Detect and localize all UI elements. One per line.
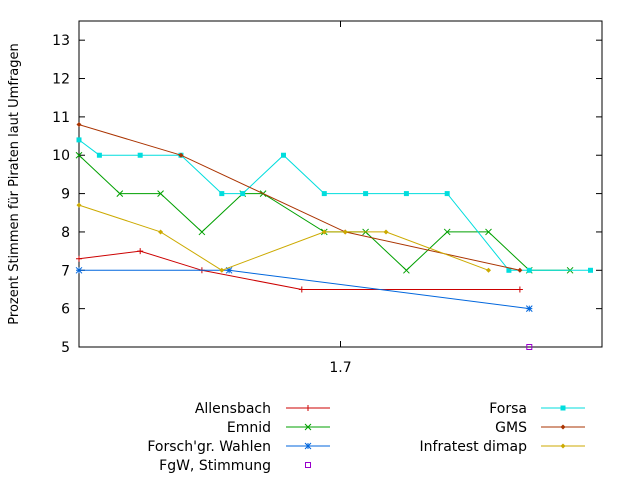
diamond-marker xyxy=(517,267,523,273)
diamond-marker xyxy=(486,267,492,273)
filled-box-marker xyxy=(506,267,512,273)
plus-marker xyxy=(305,405,311,411)
filled-box-marker xyxy=(76,137,82,143)
legend-label: Allensbach xyxy=(195,401,271,417)
series-line xyxy=(78,204,489,271)
filled-box-marker xyxy=(363,191,369,197)
x-tick-label: 1.7 xyxy=(329,360,351,376)
plus-marker xyxy=(516,286,523,293)
plus-marker xyxy=(76,255,82,262)
x-marker xyxy=(116,190,124,197)
box-marker xyxy=(526,344,533,350)
legend-label: Infratest dimap xyxy=(420,439,528,455)
plus-marker xyxy=(298,286,305,293)
diamond-marker xyxy=(76,202,82,208)
box-marker xyxy=(305,462,311,468)
series-layer xyxy=(75,122,593,350)
series-3 xyxy=(75,266,533,313)
filled-box-marker xyxy=(280,152,286,158)
diamond-marker xyxy=(383,229,389,235)
filled-box-marker xyxy=(219,191,225,197)
x-marker xyxy=(403,266,410,274)
diamond-marker xyxy=(178,152,184,158)
filled-box-marker xyxy=(403,191,409,197)
star-marker xyxy=(525,305,533,313)
legend-item: FgW, Stimmung xyxy=(159,458,311,474)
x-marker xyxy=(198,228,206,236)
diamond-marker xyxy=(560,424,566,430)
x-marker xyxy=(75,151,83,159)
series-line xyxy=(78,154,571,271)
y-axis-label: Prozent Stimmen für Piraten laut Umfrage… xyxy=(7,43,22,324)
filled-box-marker xyxy=(444,191,450,197)
series-line xyxy=(78,124,521,271)
legend-label: FgW, Stimmung xyxy=(159,458,271,474)
legend-label: GMS xyxy=(495,420,527,436)
y-tick-label: 9 xyxy=(61,187,70,203)
diamond-marker xyxy=(560,443,566,449)
series-7 xyxy=(76,202,492,273)
legend-item: Forsch'gr. Wahlen xyxy=(147,439,330,455)
y-tick-label: 13 xyxy=(52,33,70,49)
diamond-marker xyxy=(321,229,327,235)
legend-label: Forsch'gr. Wahlen xyxy=(147,439,271,455)
x-marker xyxy=(157,190,164,197)
y-tick-label: 10 xyxy=(52,148,70,164)
x-marker xyxy=(443,228,451,236)
plot-frame xyxy=(78,20,603,348)
legend-item: Infratest dimap xyxy=(420,439,585,455)
y-tick-label: 5 xyxy=(61,340,70,356)
x-marker xyxy=(304,423,312,431)
series-6 xyxy=(76,122,523,273)
plus-marker xyxy=(137,248,144,255)
legend-label: Forsa xyxy=(489,401,527,417)
filled-box-marker xyxy=(96,152,102,158)
star-marker xyxy=(304,442,312,450)
legend-item: Forsa xyxy=(489,401,585,417)
filled-box-marker xyxy=(137,152,143,158)
diamond-marker xyxy=(158,229,164,235)
series-line xyxy=(78,139,591,271)
diamond-marker xyxy=(76,122,82,128)
diamond-marker xyxy=(219,267,225,273)
y-axis: 5 6 7 8 9 10 11 12 13 xyxy=(52,33,602,356)
legend: Allensbach Emnid Forsch'gr. Wahlen FgW, Sti… xyxy=(147,401,585,474)
series-2 xyxy=(75,151,574,274)
series-4 xyxy=(526,344,533,350)
legend-item: Allensbach xyxy=(195,401,330,417)
filled-box-marker xyxy=(321,191,327,197)
filled-box-marker xyxy=(240,191,246,197)
y-tick-label: 6 xyxy=(61,302,70,318)
diamond-marker xyxy=(342,229,348,235)
legend-label: Emnid xyxy=(227,420,271,436)
y-tick-label: 12 xyxy=(52,72,70,88)
x-axis: 1.7 xyxy=(329,21,352,376)
star-marker xyxy=(75,266,83,274)
y-tick-label: 8 xyxy=(61,225,70,241)
filled-box-marker xyxy=(587,267,593,273)
y-tick-label: 11 xyxy=(52,110,70,126)
x-marker xyxy=(485,228,492,236)
filled-box-marker xyxy=(526,267,532,273)
series-5 xyxy=(76,137,593,273)
filled-box-marker xyxy=(560,405,566,411)
legend-item: GMS xyxy=(495,420,585,436)
star-marker xyxy=(225,266,233,274)
legend-item: Emnid xyxy=(227,420,330,436)
y-tick-label: 7 xyxy=(61,263,70,279)
